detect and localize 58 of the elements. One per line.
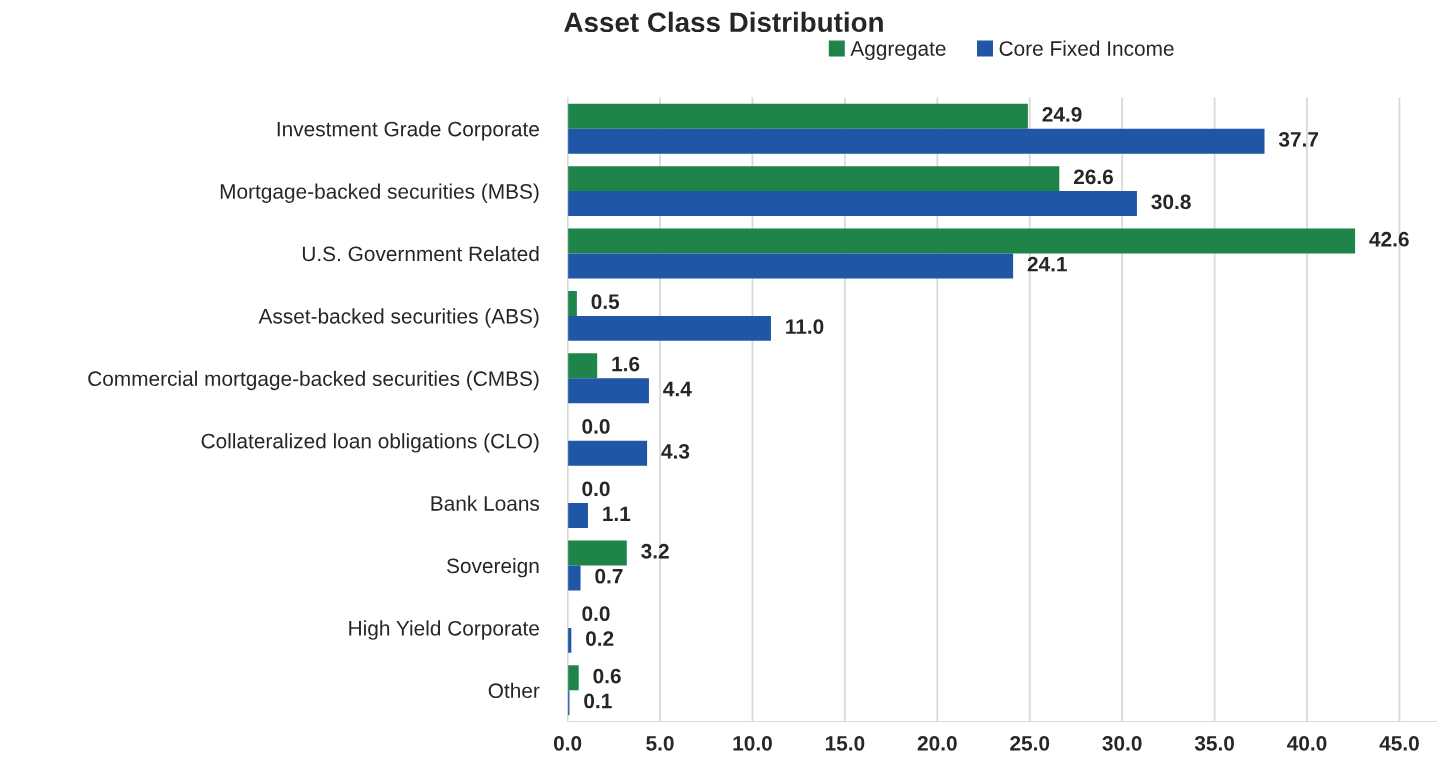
data-label: 30.8	[1151, 194, 1191, 210]
bar	[567, 353, 598, 379]
bar	[567, 665, 579, 691]
bar	[567, 503, 588, 529]
data-label: 0.6	[593, 668, 621, 684]
y-tick-label: U.S. Government Related	[302, 245, 539, 262]
legend-label: Aggregate	[850, 41, 946, 61]
data-label: 37.7	[1278, 132, 1319, 147]
bar	[567, 315, 771, 341]
data-label: 0.0	[582, 606, 610, 622]
x-tick-label: 30.0	[1102, 735, 1142, 751]
x-tick-label: 5.0	[646, 735, 674, 751]
bar	[567, 290, 577, 316]
x-tick-label: 35.0	[1194, 735, 1235, 751]
data-label: 0.1	[584, 693, 612, 709]
y-tick-label: High Yield Corporate	[349, 620, 539, 640]
y-tick-label: Other	[488, 682, 540, 699]
data-label: 4.4	[663, 381, 692, 397]
data-label: 0.0	[582, 419, 610, 434]
y-tick-label: Asset-backed securities (ABS)	[258, 308, 539, 328]
data-label: 24.9	[1042, 107, 1082, 122]
bar	[567, 166, 1060, 192]
x-tick-label: 25.0	[1010, 735, 1050, 751]
bar	[567, 191, 1137, 217]
data-label: 1.6	[612, 356, 640, 372]
y-tick-label: Mortgage-backed securities (MBS)	[220, 183, 539, 203]
x-tick-label: 15.0	[825, 735, 865, 751]
bar	[567, 253, 1014, 279]
data-label: 42.6	[1369, 231, 1409, 247]
bar	[567, 378, 649, 404]
bar	[567, 228, 1356, 254]
bar	[567, 440, 648, 466]
x-tick-label: 10.0	[733, 735, 772, 751]
bar	[567, 103, 1028, 129]
bar	[567, 540, 627, 566]
legend-label: Core Fixed Income	[999, 40, 1174, 56]
data-label: 11.0	[786, 319, 824, 334]
x-tick-label: 20.0	[917, 735, 957, 751]
data-label: 0.2	[586, 631, 614, 646]
y-tick-label: Sovereign	[446, 557, 539, 578]
data-label: 4.3	[661, 444, 690, 459]
x-tick-label: 40.0	[1287, 735, 1327, 751]
data-label: 0.0	[582, 481, 610, 497]
chart-title: Asset Class Distribution	[564, 11, 883, 33]
data-label: 0.5	[591, 294, 620, 310]
x-tick-label: 45.0	[1379, 735, 1419, 751]
y-tick-label: Bank Loans	[431, 495, 540, 511]
y-tick-label: Commercial mortgage-backed securities (CMBS)	[88, 370, 539, 391]
x-tick-label: 0.0	[553, 735, 582, 751]
data-label: 3.2	[641, 543, 669, 559]
bar	[567, 565, 581, 591]
data-label: 24.1	[1027, 256, 1067, 272]
bar	[567, 128, 1265, 154]
y-tick-label: Investment Grade Corporate	[277, 121, 539, 141]
data-label: 26.6	[1073, 169, 1113, 185]
data-label: 1.1	[603, 506, 631, 521]
y-tick-label: Collateralized loan obligations (CLO)	[201, 433, 539, 453]
data-label: 0.7	[595, 568, 623, 584]
